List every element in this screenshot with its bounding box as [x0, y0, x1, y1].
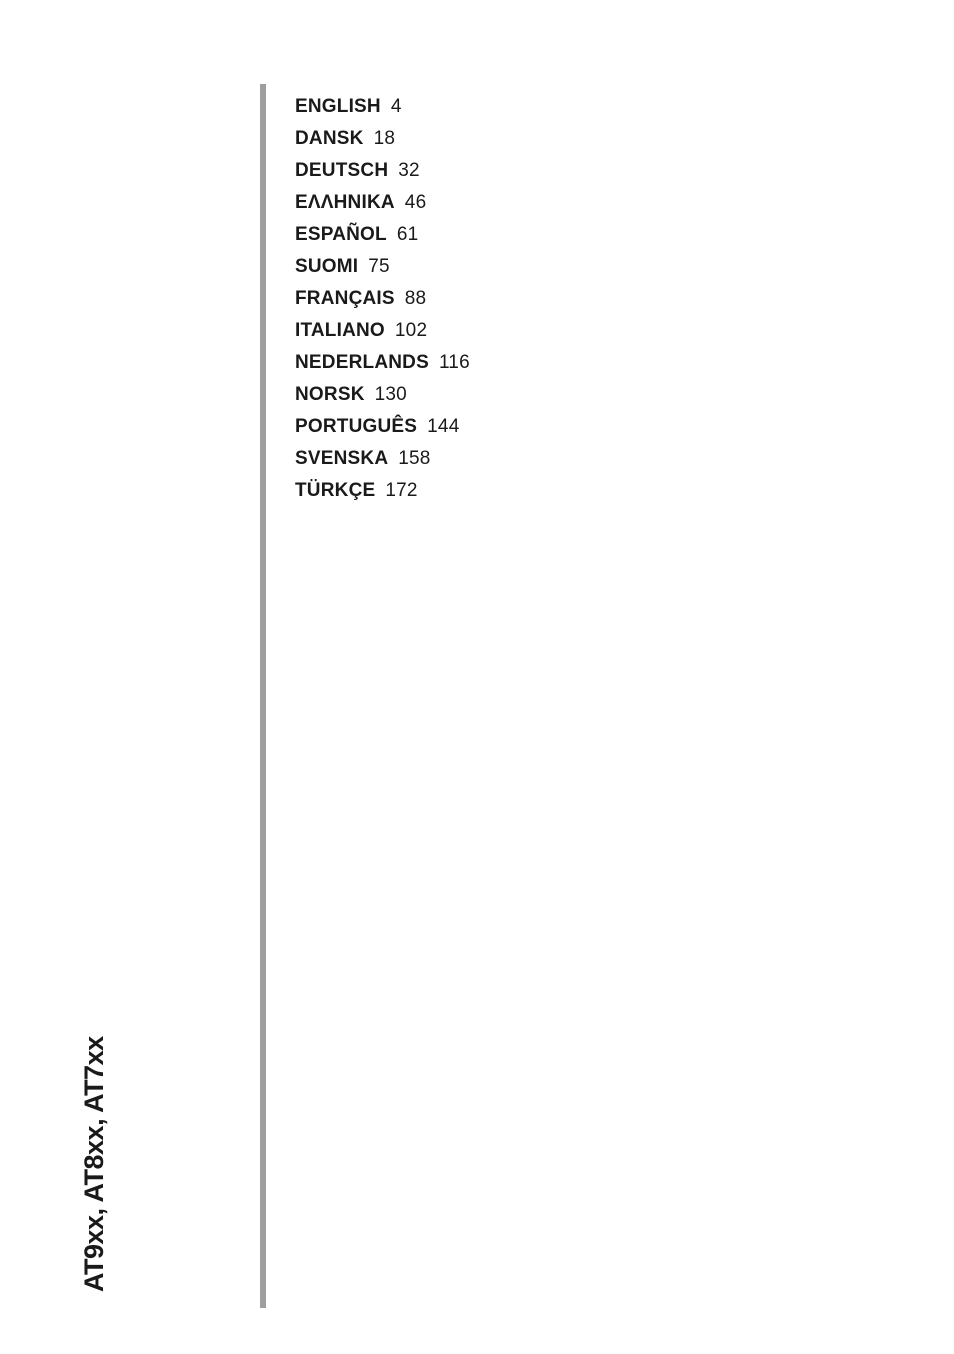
toc-page: 18	[374, 128, 396, 150]
toc-language: Nederlands	[295, 352, 429, 374]
toc-page: 88	[405, 288, 427, 310]
table-of-contents: English 4 Dansk 18 Deutsch 32 Ελληνικα 4…	[295, 96, 470, 512]
spine-label: AT9xx, AT8xx, AT7xx	[79, 1036, 110, 1292]
toc-row: Norsk 130	[295, 384, 470, 406]
toc-language: Suomi	[295, 256, 358, 278]
toc-row: Nederlands 116	[295, 352, 470, 374]
toc-language: Norsk	[295, 384, 365, 406]
toc-page: 32	[398, 160, 420, 182]
toc-row: Ελληνικα 46	[295, 192, 470, 214]
toc-row: Deutsch 32	[295, 160, 470, 182]
toc-page: 46	[405, 192, 427, 214]
toc-language: English	[295, 96, 381, 118]
toc-page: 130	[375, 384, 407, 406]
toc-row: Español 61	[295, 224, 470, 246]
toc-language: Português	[295, 416, 417, 438]
toc-page: 172	[385, 480, 417, 502]
toc-language: Svenska	[295, 448, 388, 470]
toc-page: 75	[368, 256, 390, 278]
toc-language: Deutsch	[295, 160, 388, 182]
toc-page: 158	[398, 448, 430, 470]
toc-language: Italiano	[295, 320, 385, 342]
toc-page: 102	[395, 320, 427, 342]
toc-page: 4	[391, 96, 402, 118]
toc-language: Ελληνικα	[295, 192, 395, 214]
toc-language: Dansk	[295, 128, 364, 150]
toc-row: Dansk 18	[295, 128, 470, 150]
toc-row: Português 144	[295, 416, 470, 438]
page: English 4 Dansk 18 Deutsch 32 Ελληνικα 4…	[0, 0, 954, 1354]
toc-row: Svenska 158	[295, 448, 470, 470]
toc-row: English 4	[295, 96, 470, 118]
toc-page: 116	[439, 352, 470, 374]
toc-language: Türkçe	[295, 480, 375, 502]
vertical-rule	[260, 84, 266, 1308]
toc-row: Türkçe 172	[295, 480, 470, 502]
toc-row: Italiano 102	[295, 320, 470, 342]
toc-page: 144	[427, 416, 459, 438]
toc-page: 61	[397, 224, 419, 246]
toc-row: Français 88	[295, 288, 470, 310]
toc-language: Español	[295, 224, 387, 246]
toc-row: Suomi 75	[295, 256, 470, 278]
toc-language: Français	[295, 288, 395, 310]
